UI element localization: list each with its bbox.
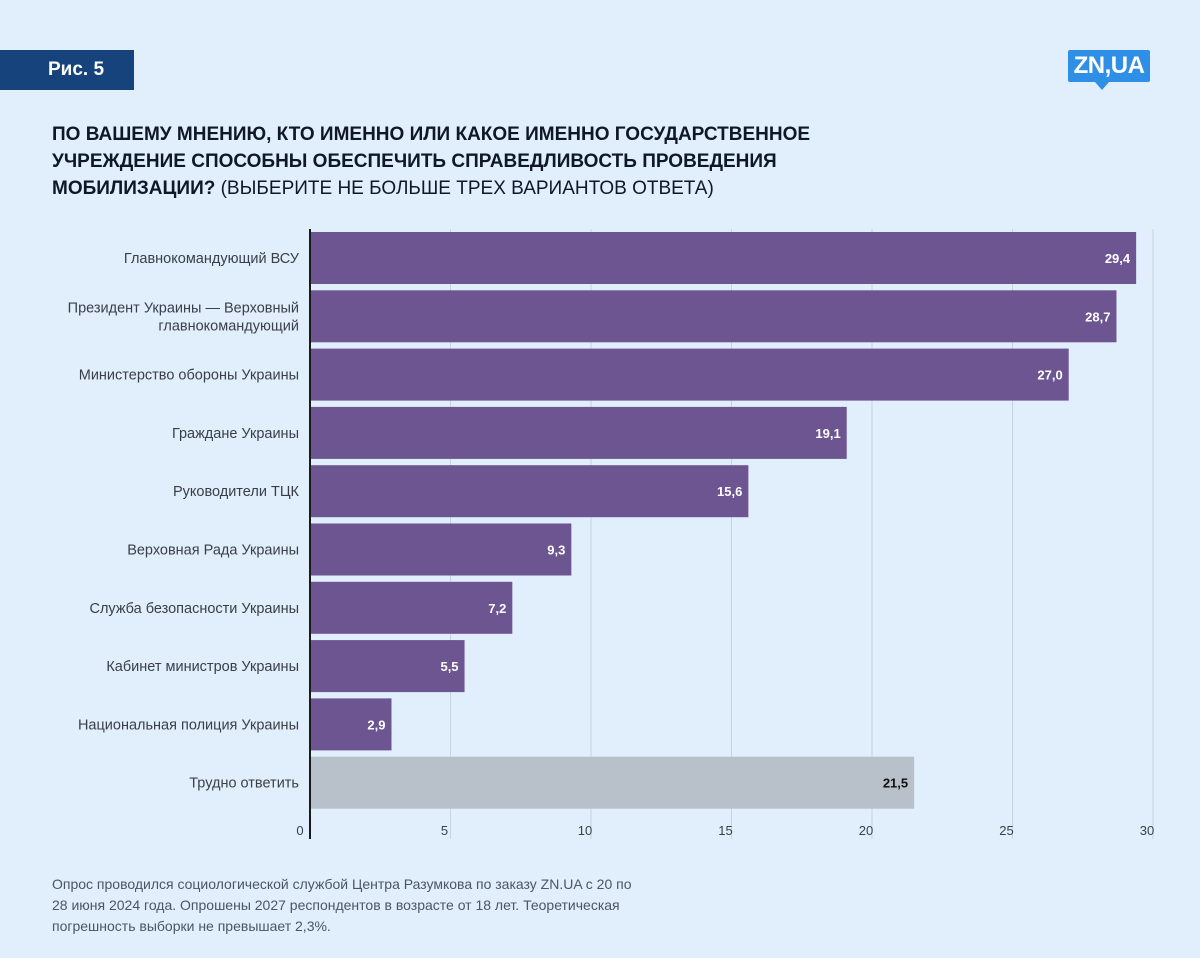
x-tick-label: 5 xyxy=(441,823,448,838)
bar-value-label: 9,3 xyxy=(547,543,565,558)
bar-value-label: 15,6 xyxy=(717,484,742,499)
x-tick-label: 25 xyxy=(999,823,1013,838)
category-label: Кабинет министров Украины xyxy=(106,659,299,675)
category-label: Главнокомандующий ВСУ xyxy=(124,251,300,267)
category-label: Национальная полиция Украины xyxy=(78,717,299,733)
category-label: Министерство обороны Украины xyxy=(79,368,299,384)
category-label: Руководители ТЦК xyxy=(173,484,300,500)
x-tick-label: 30 xyxy=(1140,823,1154,838)
bar xyxy=(310,523,572,576)
bar-value-label: 28,7 xyxy=(1085,309,1110,324)
bar xyxy=(310,290,1117,343)
bar-value-label: 2,9 xyxy=(367,717,385,732)
bar-value-label: 19,1 xyxy=(815,426,840,441)
bar-value-label: 5,5 xyxy=(440,659,458,674)
category-label: Служба безопасности Украины xyxy=(89,601,299,617)
bar xyxy=(310,232,1137,284)
bar-value-label: 27,0 xyxy=(1037,368,1062,383)
logo-speech-tail-icon xyxy=(1095,82,1109,90)
category-label: Президент Украины — Верховный xyxy=(68,300,299,316)
title-question: По вашему мнению, кто именно или какое и… xyxy=(52,124,811,199)
figure-number-badge: Рис. 5 xyxy=(0,50,134,90)
category-label: Трудно ответить xyxy=(189,776,299,792)
zn-ua-logo[interactable]: ZN,UA xyxy=(1068,50,1150,82)
category-label: главнокомандующий xyxy=(158,318,299,334)
survey-footnote: Опрос проводился социологической службой… xyxy=(52,876,632,934)
bar xyxy=(310,698,392,751)
bar xyxy=(310,756,915,809)
bar-value-label: 29,4 xyxy=(1105,251,1131,266)
bar xyxy=(310,406,847,459)
title-instruction: (выберите не больше трех вариантов ответ… xyxy=(220,178,714,199)
bar xyxy=(310,640,465,693)
bar xyxy=(310,348,1069,401)
bar-value-label: 21,5 xyxy=(883,776,908,791)
x-tick-label: 20 xyxy=(859,823,873,838)
bar-value-label: 7,2 xyxy=(488,601,506,616)
x-tick-label: 15 xyxy=(718,823,732,838)
chart-title: По вашему мнению, кто именно или какое и… xyxy=(52,121,932,202)
bar xyxy=(310,581,513,634)
bar xyxy=(310,465,749,518)
category-label: Верховная Рада Украины xyxy=(127,543,299,559)
x-tick-label: 10 xyxy=(578,823,592,838)
category-label: Граждане Украины xyxy=(172,426,299,442)
x-tick-label: 0 xyxy=(296,823,303,838)
